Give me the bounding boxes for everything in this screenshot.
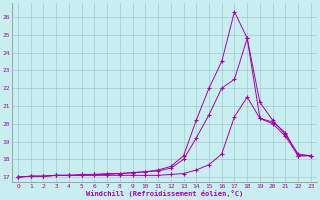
X-axis label: Windchill (Refroidissement éolien,°C): Windchill (Refroidissement éolien,°C) (86, 190, 243, 197)
